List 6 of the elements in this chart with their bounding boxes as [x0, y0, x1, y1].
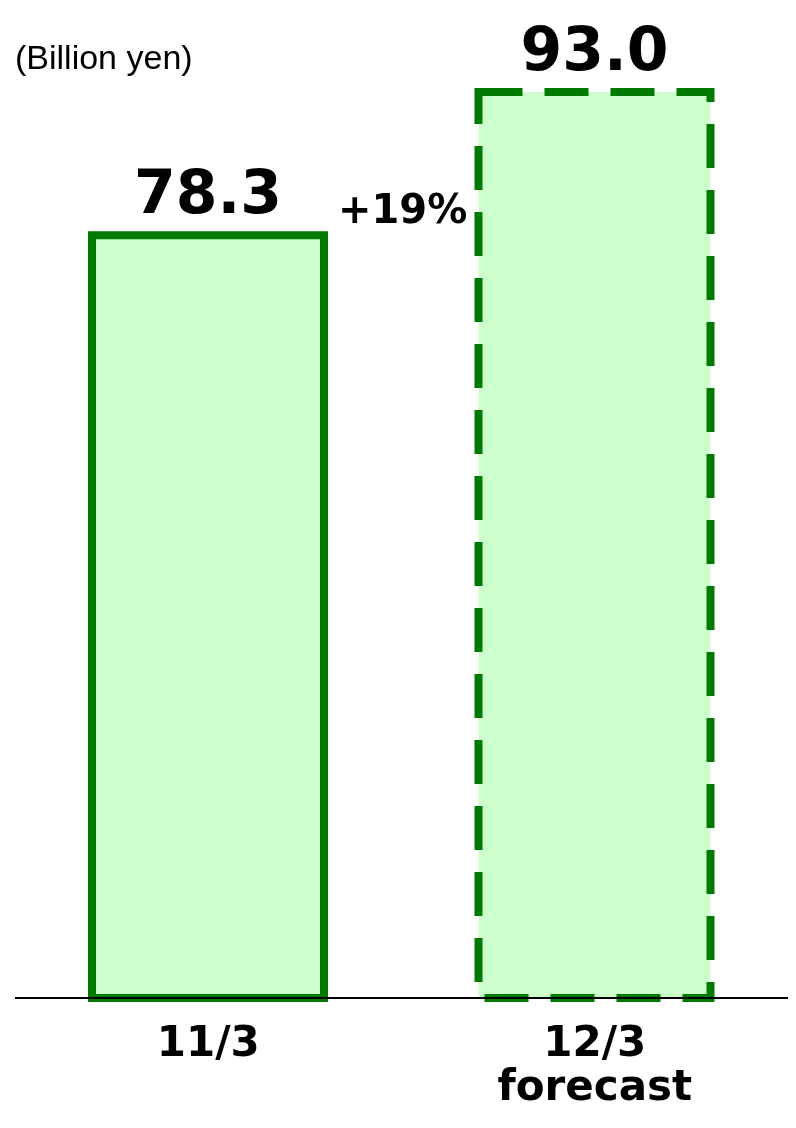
data-label: 93.0 [520, 14, 669, 84]
y-axis-title: (Billion yen) [15, 38, 193, 77]
x-tick-label: 11/3 [156, 1017, 260, 1066]
annotation: +19% [338, 186, 468, 232]
data-label: 78.3 [133, 157, 283, 228]
x-tick-label: 12/3 forecast [497, 1017, 693, 1110]
